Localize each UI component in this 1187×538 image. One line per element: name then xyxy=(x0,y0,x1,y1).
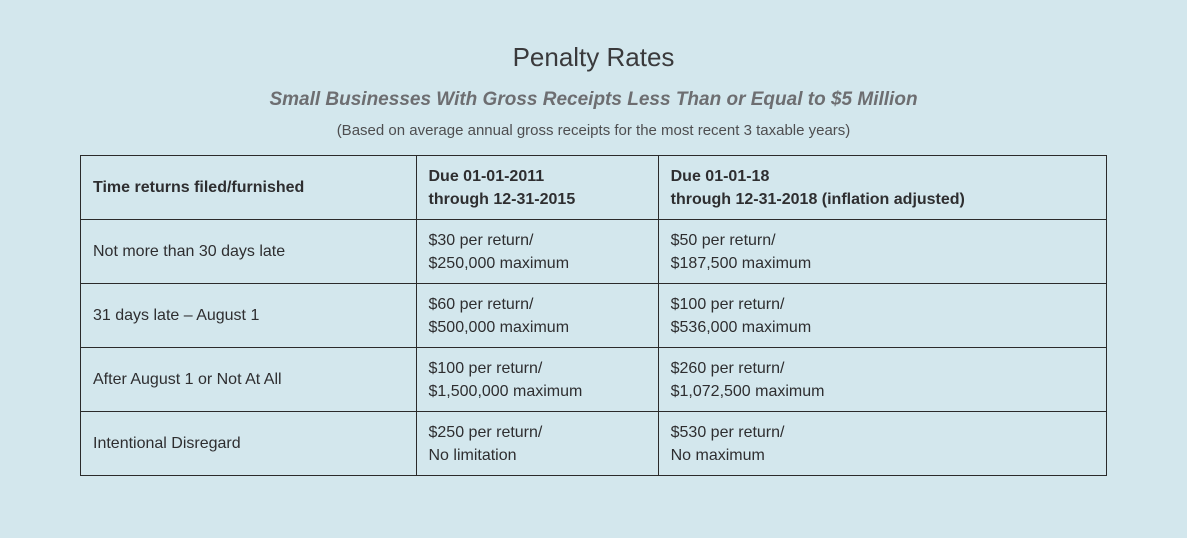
row-label-cell: After August 1 or Not At All xyxy=(80,347,417,413)
table-row: Not more than 30 days late $30 per retur… xyxy=(80,219,1108,285)
penalty-2011-2015-cell: $100 per return/ $1,500,000 maximum xyxy=(415,347,659,413)
page-note: (Based on average annual gross receipts … xyxy=(336,121,851,139)
table-row: 31 days late – August 1 $60 per return/ … xyxy=(80,283,1108,349)
penalty-2018-cell: $100 per return/ $536,000 maximum xyxy=(657,283,1108,349)
page: Penalty Rates Small Businesses With Gros… xyxy=(80,42,1108,477)
table-row: Intentional Disregard $250 per return/ N… xyxy=(80,411,1108,477)
header-cell-due-2011-2015: Due 01-01-2011 through 12-31-2015 xyxy=(415,155,659,221)
penalty-2011-2015-cell: $250 per return/ No limitation xyxy=(415,411,659,477)
penalty-2018-cell: $260 per return/ $1,072,500 maximum xyxy=(657,347,1108,413)
row-label-cell: 31 days late – August 1 xyxy=(80,283,417,349)
header-cell-due-2018-inflation-adjusted: Due 01-01-18 through 12-31-2018 (inflati… xyxy=(657,155,1108,221)
row-label-cell: Not more than 30 days late xyxy=(80,219,417,285)
table-row: After August 1 or Not At All $100 per re… xyxy=(80,347,1108,413)
row-label-cell: Intentional Disregard xyxy=(80,411,417,477)
penalty-2011-2015-cell: $30 per return/ $250,000 maximum xyxy=(415,219,659,285)
header-cell-time-returns: Time returns filed/furnished xyxy=(80,155,417,221)
page-title: Penalty Rates xyxy=(512,42,675,72)
table-header-row: Time returns filed/furnished Due 01-01-2… xyxy=(80,155,1108,221)
penalty-2018-cell: $530 per return/ No maximum xyxy=(657,411,1108,477)
penalty-rates-table: Time returns filed/furnished Due 01-01-2… xyxy=(80,155,1108,477)
penalty-2011-2015-cell: $60 per return/ $500,000 maximum xyxy=(415,283,659,349)
page-subtitle: Small Businesses With Gross Receipts Les… xyxy=(269,89,918,111)
penalty-2018-cell: $50 per return/ $187,500 maximum xyxy=(657,219,1108,285)
